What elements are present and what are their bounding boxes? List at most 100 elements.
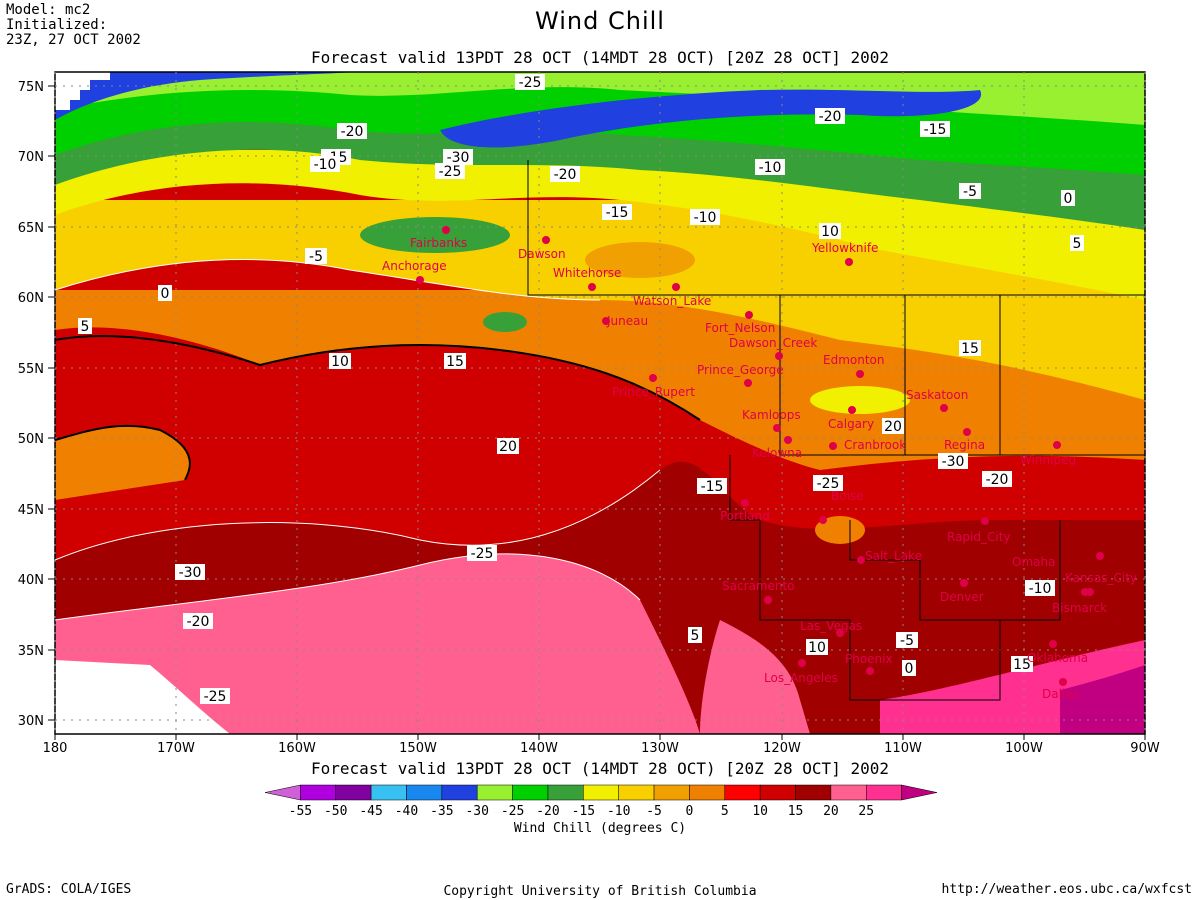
lon-label: 140W: [520, 741, 558, 756]
colorbar-tick: -20: [536, 804, 559, 819]
city-markers: Fairbanks Anchorage Dawson Whitehorse Watson…: [382, 226, 1137, 701]
city-marker: [542, 236, 550, 244]
lon-label: 130W: [641, 741, 679, 756]
city-marker: [745, 311, 753, 319]
contour-label: -20: [554, 167, 577, 183]
colorbar-tick: -50: [324, 804, 347, 819]
lat-label: 45N: [18, 503, 44, 518]
city-marker: [1096, 552, 1104, 560]
colorbar-cell: [901, 784, 938, 801]
city-label: Edmonton: [823, 353, 885, 367]
city-marker: [866, 667, 874, 675]
city-label: Portland: [720, 509, 770, 523]
lat-label: 50N: [18, 432, 44, 447]
colorbar-tick: -30: [465, 804, 488, 819]
model-label: Model: mc2: [6, 2, 91, 18]
city-label: Dawson_Creek: [729, 336, 817, 350]
city-label: Prince_George: [697, 363, 784, 377]
city-label: Las_Vegas: [800, 619, 862, 633]
contour-value-labels: -25-20-15-10-30-25-20-15-10-505101520-25…: [78, 74, 1084, 705]
city-label: Anchorage: [382, 259, 447, 273]
lon-label: 110W: [884, 741, 922, 756]
city-marker: [602, 317, 610, 325]
city-marker: [764, 596, 772, 604]
colorbar-cell: [300, 784, 336, 801]
contour-label: 5: [1073, 236, 1082, 252]
colorbar-tick: 0: [686, 804, 694, 819]
contour-label: -25: [471, 546, 494, 562]
city-label: Saskatoon: [906, 388, 968, 402]
city-marker: [672, 283, 680, 291]
colorbar-tick: 5: [721, 804, 729, 819]
city-marker: [1053, 441, 1061, 449]
contour-label: 0: [161, 286, 170, 302]
contour-label: 0: [905, 661, 914, 677]
contour-label: -30: [942, 454, 965, 470]
contour-label: 10: [808, 640, 826, 656]
wind-chill-map: 75N 70N 65N 60N 55N 50N 45N 40N 35N 30N 180 170W 16…: [18, 71, 1160, 756]
colorbar-tick: 20: [823, 804, 839, 819]
city-label: Bismarck: [1052, 601, 1107, 615]
city-marker: [981, 517, 989, 525]
colorbar-cell: [759, 784, 796, 801]
city-label: Rapid_City: [947, 530, 1011, 544]
lon-label: 100W: [1005, 741, 1043, 756]
city-marker: [1059, 678, 1067, 686]
city-label: Boise: [831, 489, 864, 503]
colorbar-ticks: -55 -50 -45 -40 -35 -30 -25 -20 -15 -10 -5 0 5 10 15 20…: [289, 804, 874, 819]
forecast-valid-top: Forecast valid 13PDT 28 OCT (14MDT 28 OC…: [311, 48, 889, 67]
lon-label: 160W: [278, 741, 316, 756]
city-label: Dawson: [518, 247, 566, 261]
footer-copyright: Copyright University of British Columbia: [443, 884, 757, 899]
city-label: Kansas_City: [1065, 571, 1137, 585]
colorbar-tick: -40: [395, 804, 418, 819]
contour-label: -10: [1029, 581, 1052, 597]
contour-label: 10: [821, 224, 839, 240]
city-marker: [940, 404, 948, 412]
colorbar-cell: [689, 784, 726, 801]
contour-label: 15: [446, 354, 464, 370]
colorbar-cell: [547, 784, 584, 801]
contour-label: -30: [179, 565, 202, 581]
city-marker: [857, 556, 865, 564]
colorbar-cell: [441, 784, 478, 801]
colorbar-boxes: [264, 784, 938, 801]
contour-label: -15: [924, 122, 947, 138]
contour-label: -15: [606, 205, 629, 221]
contour-label: 0: [1064, 191, 1073, 207]
zero-contour: [54, 335, 701, 481]
lat-label: 30N: [18, 714, 44, 729]
lat-label: 55N: [18, 362, 44, 377]
colorbar-tick: -10: [607, 804, 630, 819]
colorbar-tick: -55: [289, 804, 312, 819]
city-label: Kamloops: [742, 408, 801, 422]
city-marker: [829, 442, 837, 450]
lon-label: 120W: [763, 741, 801, 756]
colorbar-tick: 10: [752, 804, 768, 819]
city-label: Salt_Lake: [865, 549, 922, 563]
city-label: Yellowknife: [811, 241, 878, 255]
colorbar-cell: [512, 784, 549, 801]
latitude-labels: 75N 70N 65N 60N 55N 50N 45N 40N 35N 30N: [18, 80, 55, 729]
contour-label: -25: [204, 689, 227, 705]
colorbar-cell: [370, 784, 407, 801]
gridlines: [54, 72, 1146, 734]
contour-label: -20: [819, 109, 842, 125]
contour-label: 20: [499, 439, 517, 455]
city-marker: [649, 374, 657, 382]
contour-label: -10: [694, 210, 717, 226]
colorbar-cell: [335, 784, 372, 801]
forecast-valid-bottom: Forecast valid 13PDT 28 OCT (14MDT 28 OC…: [311, 759, 889, 778]
city-marker: [960, 579, 968, 587]
lat-label: 40N: [18, 573, 44, 588]
footer-url[interactable]: http://weather.eos.ubc.ca/wxfcst: [941, 882, 1192, 897]
contour-label: -20: [341, 124, 364, 140]
city-marker: [1049, 640, 1057, 648]
city-marker: [588, 283, 596, 291]
city-marker: [819, 516, 827, 524]
colorbar-cell: [830, 784, 867, 801]
lat-label: 35N: [18, 644, 44, 659]
contour-label: -25: [817, 476, 840, 492]
boundaries: [527, 160, 1145, 701]
